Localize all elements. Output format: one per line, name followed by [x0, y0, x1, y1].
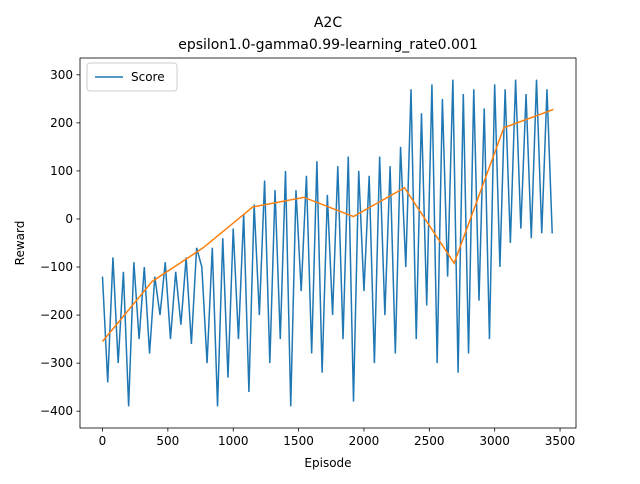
y-tick-label: 0: [65, 212, 73, 226]
x-tick-label: 3000: [479, 434, 510, 448]
x-tick-label: 500: [156, 434, 179, 448]
y-tick-label: 200: [50, 116, 73, 130]
y-tick-label: 300: [50, 68, 73, 82]
x-tick-label: 1000: [218, 434, 249, 448]
y-axis-label: Reward: [13, 221, 27, 266]
legend-label: Score: [131, 70, 165, 84]
x-tick-label: 2500: [414, 434, 445, 448]
chart-title: A2C: [314, 15, 342, 31]
chart-subtitle: epsilon1.0-gamma0.99-learning_rate0.001: [178, 37, 478, 53]
x-tick-label: 2000: [349, 434, 380, 448]
series-line: [101, 108, 554, 342]
x-tick-label: 0: [99, 434, 107, 448]
x-tick-label: 3500: [545, 434, 576, 448]
y-tick-label: −200: [40, 308, 73, 322]
x-axis-label: Episode: [304, 456, 351, 470]
legend-box: [86, 62, 178, 92]
y-tick-label: −100: [40, 260, 73, 274]
y-tick-label: −400: [40, 404, 73, 418]
plot-frame: [79, 57, 577, 429]
x-tick-label: 1500: [283, 434, 314, 448]
series-line: [101, 79, 553, 407]
y-tick-label: 100: [50, 164, 73, 178]
y-tick-label: −300: [40, 356, 73, 370]
